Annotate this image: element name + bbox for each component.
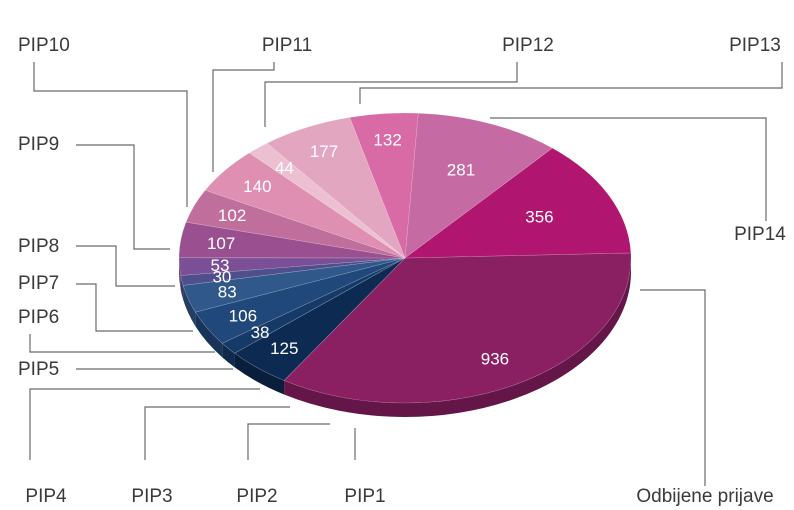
side-pip3 xyxy=(195,312,223,358)
value-label-pip1: 125 xyxy=(270,339,298,358)
leader-pip10 xyxy=(33,62,188,207)
slice-pip8 xyxy=(185,189,406,259)
category-label-pip8: PIP8 xyxy=(18,236,59,257)
category-label-pip10: PIP10 xyxy=(18,35,70,56)
side-pip2 xyxy=(222,343,235,368)
category-label-pip4: PIP4 xyxy=(25,486,67,507)
leader-pip4 xyxy=(29,388,260,460)
side-odbijene-prijave xyxy=(284,258,631,417)
pie-side xyxy=(179,258,631,417)
side-pip1 xyxy=(234,353,285,395)
value-label-pip3: 106 xyxy=(229,307,257,326)
category-label-pip14: PIP14 xyxy=(734,224,786,245)
slice-pip1 xyxy=(234,257,406,381)
leader-pip9 xyxy=(76,144,170,250)
category-label-pip9: PIP9 xyxy=(18,134,59,155)
leader-pip14 xyxy=(490,117,767,221)
category-label-pip1: PIP1 xyxy=(344,486,385,507)
category-label-pip5: PIP5 xyxy=(18,359,59,380)
slice-pip6 xyxy=(178,257,406,276)
slice-pip2 xyxy=(221,257,406,354)
category-label-pip13: PIP13 xyxy=(729,35,781,56)
leader-pip2 xyxy=(247,423,330,460)
slice-pip5 xyxy=(180,257,406,286)
value-label-pip8: 102 xyxy=(218,206,246,225)
slice-pip11 xyxy=(266,117,406,259)
leader-odbijene-prijave xyxy=(640,289,706,486)
category-label-pip12: PIP12 xyxy=(502,35,554,56)
side-pip4 xyxy=(183,285,196,327)
value-label-pip5: 30 xyxy=(212,267,231,286)
slice-odbijene-prijave xyxy=(283,252,632,404)
slice-pip12 xyxy=(349,112,419,259)
value-label-pip10: 44 xyxy=(275,159,294,178)
value-label-pip2: 38 xyxy=(251,323,270,342)
category-labels: Odbijene prijave PIP1 PIP2 PIP3 PIP4 PIP5 PIP6… xyxy=(18,35,786,507)
value-label-pip11: 177 xyxy=(310,142,338,161)
leader-pip12 xyxy=(264,62,518,127)
leader-pip7 xyxy=(76,283,193,332)
value-label-pip14: 356 xyxy=(525,208,553,227)
slice-pip9 xyxy=(204,152,406,259)
slice-pip13 xyxy=(404,112,553,259)
side-pip6 xyxy=(179,258,181,290)
leader-pip8 xyxy=(76,245,175,287)
leader-pip13 xyxy=(359,62,783,104)
value-label-odbijene-prijave: 936 xyxy=(481,350,509,369)
category-label-pip3: PIP3 xyxy=(131,486,172,507)
slice-pip7 xyxy=(178,221,406,259)
pie-slices xyxy=(178,112,632,404)
value-label-pip7: 107 xyxy=(207,234,235,253)
slice-pip3 xyxy=(194,257,406,344)
slice-pip4 xyxy=(182,257,406,313)
value-label-pip6: 53 xyxy=(211,256,230,275)
value-label-pip4: 83 xyxy=(218,283,237,302)
category-label-pip6: PIP6 xyxy=(18,307,59,328)
category-label-pip2: PIP2 xyxy=(236,486,277,507)
side-pip5 xyxy=(180,275,184,300)
leader-pip6 xyxy=(29,334,215,353)
value-label-pip9: 140 xyxy=(243,177,271,196)
category-label-pip11: PIP11 xyxy=(262,35,312,56)
category-label-odbijene-prijave: Odbijene prijave xyxy=(636,486,773,507)
slice-pip14 xyxy=(404,147,632,259)
value-label-pip12: 132 xyxy=(373,131,401,150)
category-label-pip7: PIP7 xyxy=(18,273,59,294)
leader-lines xyxy=(29,62,783,486)
leader-pip3 xyxy=(144,406,290,460)
slice-pip10 xyxy=(248,142,406,259)
leader-pip11 xyxy=(212,62,275,172)
value-label-pip13: 281 xyxy=(447,160,475,179)
